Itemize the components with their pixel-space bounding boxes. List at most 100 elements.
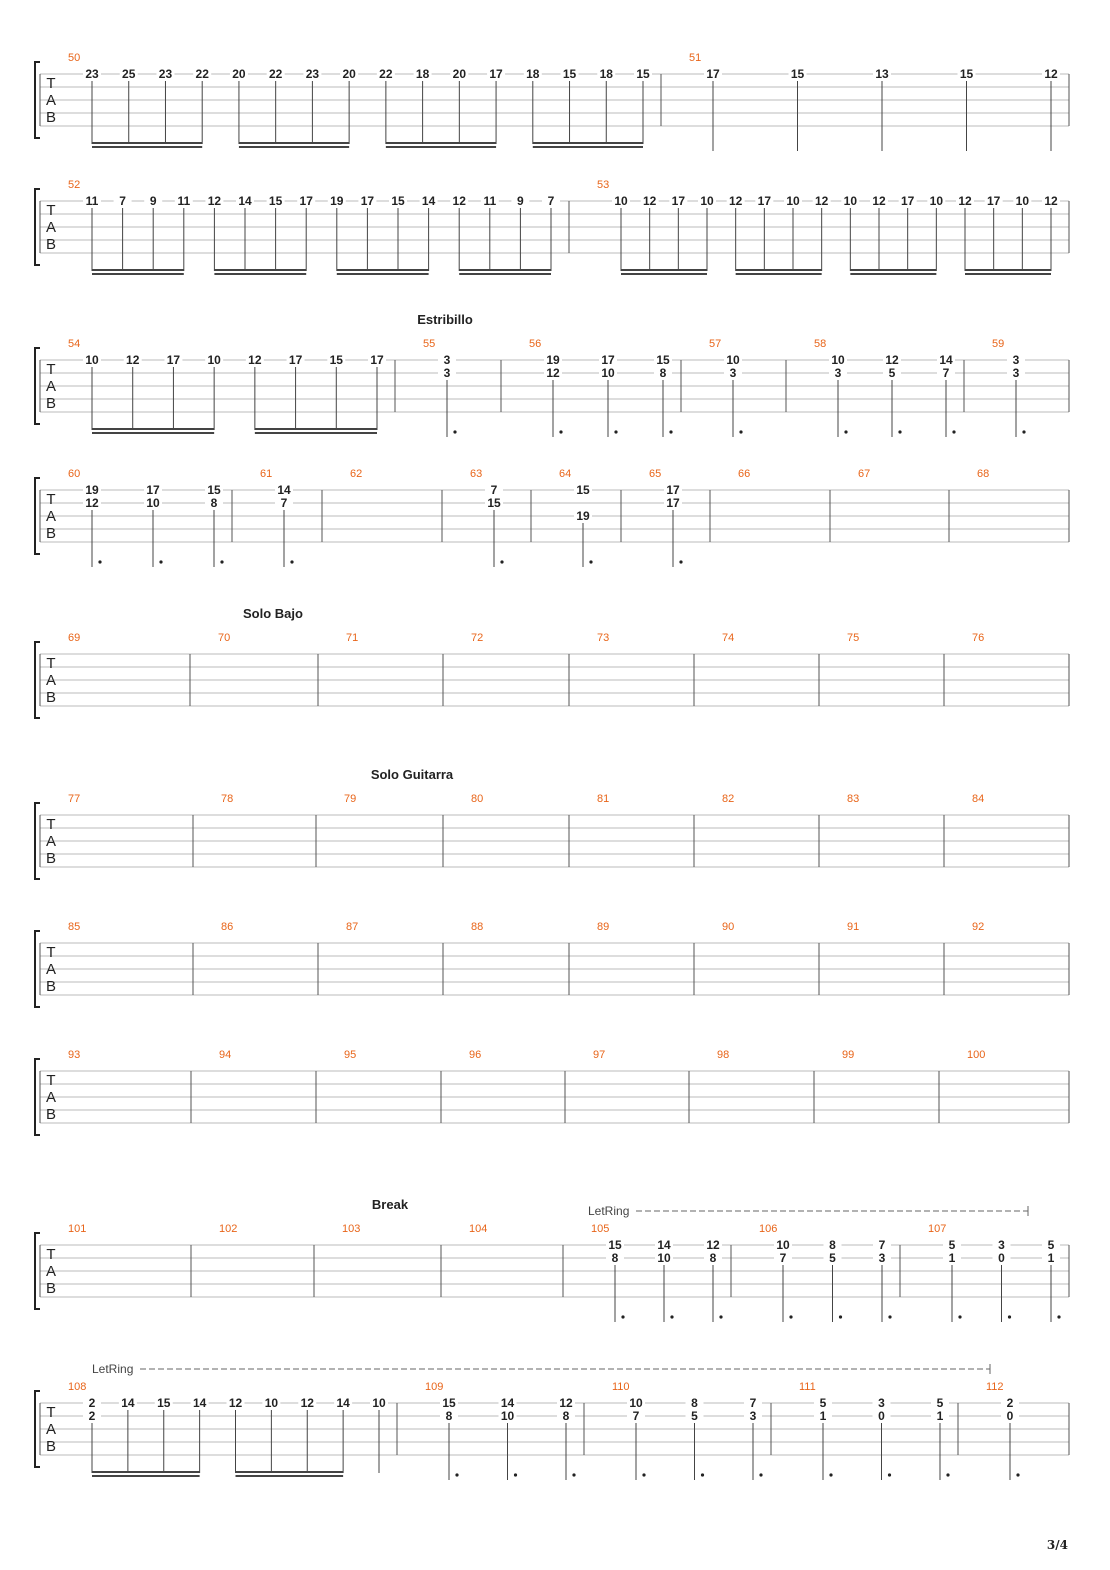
measure-number: 110: [612, 1381, 630, 1393]
dot: [888, 1315, 892, 1319]
dot: [1022, 430, 1026, 434]
fret-number: 5: [829, 1251, 836, 1265]
fret-mask: [544, 354, 562, 366]
fret-mask: [118, 1397, 137, 1409]
fret-number: 7: [281, 496, 288, 510]
fret-number: 12: [453, 194, 467, 208]
fret-number: 12: [729, 194, 743, 208]
measure-number: 77: [68, 793, 80, 805]
fret-number: 8: [612, 1251, 619, 1265]
fret-number: 19: [546, 353, 560, 367]
fret-number: 22: [379, 67, 393, 81]
fret-mask: [334, 1397, 353, 1409]
fret-number: 12: [885, 353, 899, 367]
fret-number: 15: [391, 194, 405, 208]
fret-mask: [144, 497, 162, 509]
fret-number: 23: [85, 67, 99, 81]
fret-mask: [774, 1252, 792, 1264]
tab-clef-letter: T: [46, 75, 55, 92]
fret-number: 23: [306, 67, 320, 81]
beam: [214, 273, 307, 275]
system-bracket: [34, 802, 40, 880]
fret-number: 12: [815, 194, 829, 208]
fret-mask: [1042, 1239, 1060, 1251]
fret-mask: [873, 1239, 891, 1251]
fret-mask: [1007, 367, 1025, 379]
fret-mask: [438, 367, 456, 379]
fret-mask: [755, 195, 774, 207]
measure-number: 102: [219, 1223, 237, 1235]
beam: [92, 432, 215, 434]
tab-clef-letter: A: [46, 1089, 56, 1106]
fret-number: 10: [372, 1396, 386, 1410]
beam: [254, 428, 377, 430]
measure-number: 94: [219, 1049, 231, 1061]
fret-mask: [156, 68, 175, 80]
measure-number: 88: [471, 921, 483, 933]
fret-number: 8: [829, 1238, 836, 1252]
dot: [719, 1315, 723, 1319]
fret-mask: [498, 1410, 517, 1422]
dot: [621, 1315, 625, 1319]
measure-number: 59: [992, 338, 1004, 350]
fret-mask: [413, 68, 432, 80]
fret-mask: [226, 1397, 245, 1409]
measure-number: 96: [469, 1049, 481, 1061]
fret-number: 12: [706, 1238, 720, 1252]
measure-number: 89: [597, 921, 609, 933]
measure-number: 104: [469, 1223, 487, 1235]
tab-clef-letter: A: [46, 1421, 56, 1438]
dot: [1057, 1315, 1061, 1319]
system-bracket: [34, 347, 40, 425]
measure-number: 66: [738, 468, 750, 480]
fret-number: 3: [750, 1409, 757, 1423]
dot: [572, 1473, 576, 1477]
fret-number: 10: [786, 194, 800, 208]
fret-number: 17: [758, 194, 772, 208]
system-bracket: [34, 1232, 40, 1310]
fret-mask: [450, 195, 469, 207]
fret-number: 14: [939, 353, 953, 367]
fret-number: 17: [901, 194, 915, 208]
fret-mask: [174, 195, 193, 207]
fret-number: 1: [949, 1251, 956, 1265]
dot: [98, 560, 102, 564]
fret-mask: [870, 195, 888, 207]
tab-system: TAB: [34, 1232, 1070, 1310]
dot: [1007, 1315, 1012, 1319]
tab-clef-letter: A: [46, 508, 56, 525]
fret-number: 17: [489, 67, 503, 81]
tab-clef-letter: A: [46, 833, 56, 850]
measure-number: 58: [814, 338, 826, 350]
let-ring-label: LetRing: [588, 1204, 629, 1218]
fret-number: 0: [1007, 1409, 1014, 1423]
measure-number: 55: [423, 338, 435, 350]
fret-mask: [704, 1252, 722, 1264]
dot: [789, 1315, 793, 1319]
beam: [92, 1475, 200, 1477]
fret-number: 20: [232, 67, 246, 81]
fret-mask: [83, 354, 101, 366]
beam: [459, 273, 551, 275]
fret-mask: [724, 367, 742, 379]
tab-clef-letter: B: [46, 109, 56, 126]
fret-number: 5: [820, 1396, 827, 1410]
fret-number: 14: [238, 194, 252, 208]
fret-mask: [485, 497, 503, 509]
fret-number: 5: [949, 1238, 956, 1252]
fret-mask: [229, 68, 248, 80]
beam: [850, 273, 937, 275]
measure-number: 92: [972, 921, 984, 933]
fret-mask: [823, 1239, 842, 1251]
fret-mask: [83, 195, 101, 207]
fret-mask: [931, 1410, 949, 1422]
beam: [92, 269, 184, 271]
beam: [385, 142, 497, 144]
fret-mask: [664, 497, 682, 509]
fret-mask: [898, 195, 917, 207]
fret-number: 17: [666, 496, 680, 510]
fret-number: 7: [633, 1409, 640, 1423]
fret-mask: [190, 1397, 209, 1409]
fret-mask: [542, 195, 560, 207]
fret-number: 17: [666, 483, 680, 497]
